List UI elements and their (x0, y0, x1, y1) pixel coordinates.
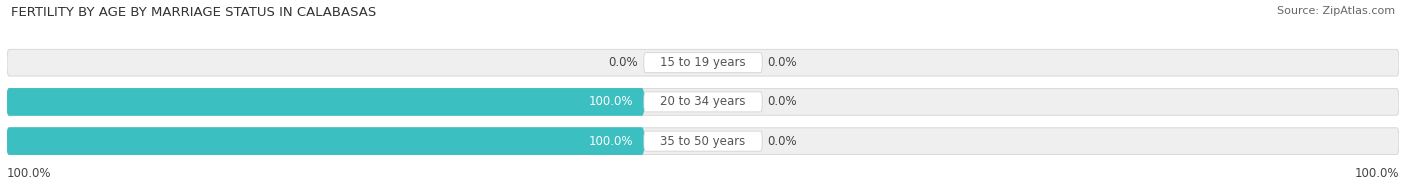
Text: 0.0%: 0.0% (768, 95, 797, 108)
Text: 0.0%: 0.0% (609, 56, 638, 69)
FancyBboxPatch shape (644, 131, 762, 151)
FancyBboxPatch shape (644, 92, 762, 112)
Text: FERTILITY BY AGE BY MARRIAGE STATUS IN CALABASAS: FERTILITY BY AGE BY MARRIAGE STATUS IN C… (11, 6, 377, 19)
FancyBboxPatch shape (7, 89, 1399, 115)
Text: 100.0%: 100.0% (589, 135, 633, 148)
FancyBboxPatch shape (7, 128, 1399, 154)
FancyBboxPatch shape (7, 89, 644, 115)
FancyBboxPatch shape (644, 53, 762, 73)
FancyBboxPatch shape (7, 128, 644, 154)
Text: Source: ZipAtlas.com: Source: ZipAtlas.com (1277, 6, 1395, 16)
Text: 100.0%: 100.0% (1354, 167, 1399, 180)
Text: 0.0%: 0.0% (768, 56, 797, 69)
Text: 15 to 19 years: 15 to 19 years (661, 56, 745, 69)
Text: 0.0%: 0.0% (768, 135, 797, 148)
Text: 20 to 34 years: 20 to 34 years (661, 95, 745, 108)
Text: 100.0%: 100.0% (589, 95, 633, 108)
Text: 35 to 50 years: 35 to 50 years (661, 135, 745, 148)
Text: 100.0%: 100.0% (7, 167, 52, 180)
FancyBboxPatch shape (7, 49, 1399, 76)
